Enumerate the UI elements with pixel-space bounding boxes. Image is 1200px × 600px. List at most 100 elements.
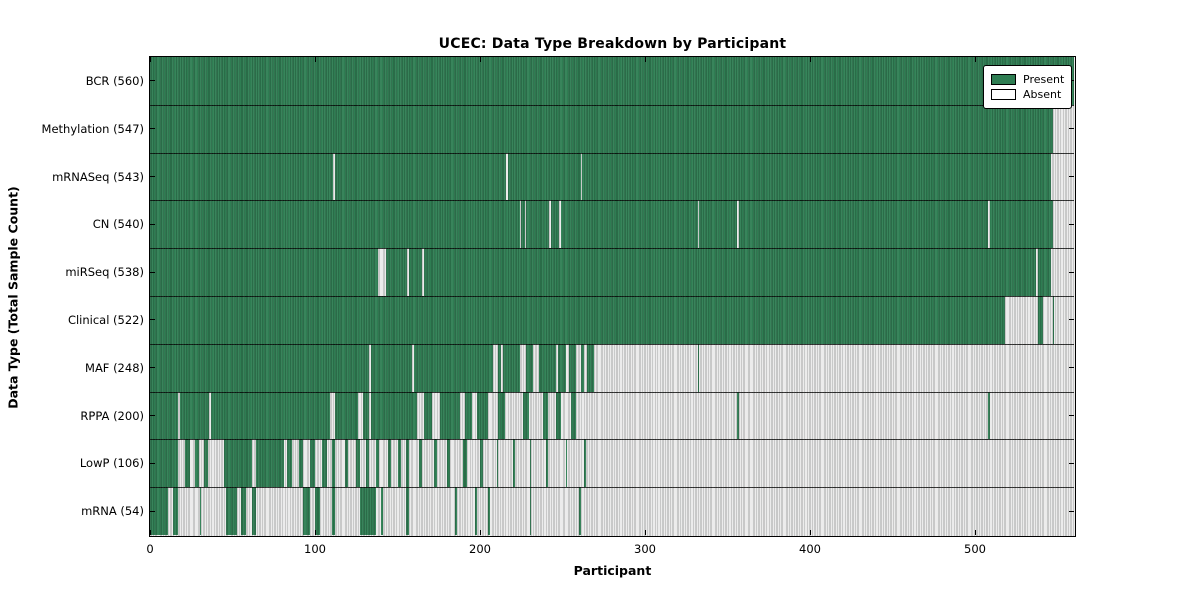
heatmap-row-Methylation bbox=[150, 104, 1074, 153]
present-segment bbox=[150, 343, 370, 392]
present-segment bbox=[580, 343, 584, 392]
present-segment bbox=[376, 439, 380, 488]
axis-tick bbox=[974, 57, 976, 62]
present-segment bbox=[569, 343, 576, 392]
present-segment bbox=[150, 200, 520, 249]
present-segment bbox=[476, 391, 489, 440]
present-segment bbox=[409, 248, 423, 296]
present-segment bbox=[587, 343, 594, 392]
axis-tick bbox=[1069, 319, 1074, 321]
present-segment bbox=[570, 391, 576, 440]
present-segment bbox=[1037, 248, 1051, 296]
present-segment bbox=[488, 487, 490, 535]
axis-tick bbox=[150, 415, 155, 416]
axis-tick bbox=[644, 530, 646, 535]
present-segment bbox=[359, 487, 377, 535]
present-segment bbox=[252, 487, 256, 535]
present-segment bbox=[240, 487, 246, 535]
heatmap-row-Clinical bbox=[150, 296, 1074, 344]
present-segment bbox=[150, 487, 169, 535]
present-segment bbox=[579, 487, 581, 535]
present-segment bbox=[321, 439, 327, 488]
plot-area bbox=[149, 56, 1076, 537]
axis-tick bbox=[149, 57, 151, 62]
present-swatch-icon bbox=[991, 74, 1016, 85]
present-segment bbox=[150, 296, 1005, 344]
present-segment bbox=[565, 439, 568, 488]
y-tick-label-MAF: MAF (248) bbox=[85, 360, 144, 375]
heatmap bbox=[150, 57, 1074, 535]
row-separator bbox=[150, 296, 1074, 297]
present-segment bbox=[371, 343, 413, 392]
present-segment bbox=[211, 391, 330, 440]
axis-tick bbox=[644, 57, 646, 62]
present-segment bbox=[560, 200, 698, 249]
present-segment bbox=[546, 439, 548, 488]
legend-entry-present: Present bbox=[991, 73, 1065, 86]
present-segment bbox=[303, 487, 311, 535]
present-segment bbox=[697, 343, 700, 392]
present-segment bbox=[455, 487, 457, 535]
absent-swatch-icon bbox=[991, 89, 1016, 100]
present-segment bbox=[405, 487, 410, 535]
present-segment bbox=[199, 487, 202, 535]
heatmap-row-LowP bbox=[150, 439, 1074, 488]
heatmap-row-CN bbox=[150, 200, 1074, 249]
present-segment bbox=[418, 439, 423, 488]
present-segment bbox=[150, 248, 378, 296]
present-segment bbox=[989, 200, 1053, 249]
present-segment bbox=[739, 200, 989, 249]
present-segment bbox=[480, 439, 484, 488]
present-segment bbox=[397, 439, 401, 488]
y-tick-label-miRSeq: miRSeq (538) bbox=[65, 265, 144, 280]
present-segment bbox=[440, 391, 461, 440]
present-segment bbox=[150, 104, 1053, 153]
present-segment bbox=[204, 439, 208, 488]
present-segment bbox=[550, 200, 560, 249]
axis-tick bbox=[149, 530, 151, 535]
y-tick-label-LowP: LowP (106) bbox=[79, 456, 144, 471]
x-tick-label: 100 bbox=[304, 542, 326, 556]
x-tick-label: 200 bbox=[469, 542, 491, 556]
present-segment bbox=[225, 487, 238, 535]
axis-tick bbox=[1069, 128, 1074, 130]
present-segment bbox=[414, 343, 494, 392]
axis-tick bbox=[1069, 271, 1074, 273]
present-segment bbox=[539, 343, 556, 392]
present-segment bbox=[371, 391, 418, 440]
present-segment bbox=[737, 391, 740, 440]
row-separator bbox=[150, 343, 1074, 345]
present-segment bbox=[334, 152, 507, 201]
present-segment bbox=[465, 391, 472, 440]
present-segment bbox=[356, 439, 360, 488]
row-separator bbox=[150, 391, 1074, 393]
axis-tick bbox=[150, 223, 155, 225]
y-tick-label-BCR: BCR (560) bbox=[85, 73, 144, 88]
y-tick-label-mRNA: mRNA (54) bbox=[81, 504, 144, 519]
present-segment bbox=[405, 439, 410, 488]
axis-tick bbox=[150, 271, 155, 273]
present-segment bbox=[334, 391, 358, 440]
x-axis-title: Participant bbox=[573, 563, 652, 578]
heatmap-row-mRNA bbox=[150, 487, 1074, 535]
present-segment bbox=[362, 391, 370, 440]
y-tick-label-CN: CN (540) bbox=[92, 217, 144, 232]
axis-tick bbox=[150, 462, 155, 464]
y-tick-label-mRNASeq: mRNASeq (543) bbox=[52, 169, 144, 184]
present-segment bbox=[557, 343, 566, 392]
axis-tick bbox=[1069, 415, 1074, 416]
axis-tick bbox=[809, 530, 811, 535]
y-tick-label-Methylation: Methylation (547) bbox=[41, 121, 144, 136]
row-separator bbox=[150, 487, 1074, 489]
present-segment bbox=[521, 200, 525, 249]
row-separator bbox=[150, 439, 1074, 441]
present-segment bbox=[988, 391, 990, 440]
axis-tick bbox=[150, 128, 155, 130]
present-segment bbox=[498, 343, 502, 392]
x-tick-label: 0 bbox=[146, 542, 154, 556]
row-separator bbox=[150, 200, 1074, 202]
axis-tick bbox=[150, 510, 155, 512]
heatmap-row-MAF bbox=[150, 343, 1074, 392]
present-segment bbox=[150, 57, 1074, 105]
present-segment bbox=[387, 439, 391, 488]
